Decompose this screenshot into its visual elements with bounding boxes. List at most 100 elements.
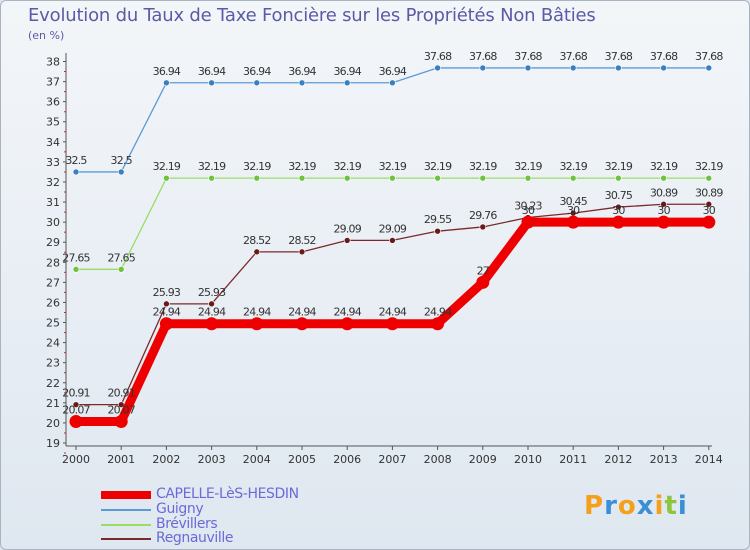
data-point	[114, 415, 128, 429]
data-label: 20.07	[107, 404, 135, 417]
x-tick-label: 2008	[424, 453, 452, 466]
data-point	[569, 174, 577, 182]
unit-label: (en %)	[28, 29, 65, 42]
proxiti-logo: Proxiti	[584, 491, 688, 521]
data-point	[298, 79, 306, 87]
data-label: 29.09	[333, 222, 361, 235]
data-point	[615, 64, 622, 72]
x-tick-label: 2003	[198, 453, 226, 466]
legend-swatch-brevillers	[101, 524, 151, 526]
data-label: 37.68	[469, 50, 497, 63]
data-label: 27.65	[62, 251, 90, 264]
logo-letter: i	[654, 491, 665, 521]
y-tick-label: 26	[46, 296, 60, 309]
data-label: 30	[703, 204, 716, 217]
data-label: 37.68	[605, 50, 633, 63]
data-label: 30.23	[514, 200, 542, 213]
logo-letter: o	[617, 491, 637, 521]
data-label: 32.19	[514, 160, 542, 173]
x-tick-label: 2006	[333, 453, 361, 466]
data-label: 24.94	[379, 306, 407, 319]
data-label: 32.19	[695, 160, 723, 173]
data-point	[343, 174, 351, 182]
legend-label-capelle: CAPELLE-LèS-HESDIN	[156, 486, 299, 502]
legend-label-brevillers: Brévillers	[156, 516, 218, 532]
data-point	[389, 79, 396, 87]
logo-letter: x	[636, 491, 655, 521]
data-point	[702, 215, 716, 229]
data-label: 27.65	[107, 251, 135, 264]
data-label: 24.94	[424, 306, 452, 319]
data-label: 32.5	[65, 154, 87, 167]
x-tick-label: 2001	[107, 453, 135, 466]
legend-item-regnauville: Regnauville	[101, 530, 331, 546]
data-label: 30	[657, 204, 670, 217]
data-label: 37.68	[424, 50, 452, 63]
logo-letter: t	[664, 491, 678, 521]
data-point	[434, 227, 441, 235]
data-point	[524, 64, 532, 72]
data-point	[476, 275, 490, 289]
data-label: 24.94	[198, 306, 226, 319]
data-label: 30.89	[695, 186, 723, 199]
legend-label-regnauville: Regnauville	[156, 530, 234, 546]
data-point	[208, 79, 215, 87]
y-tick-label: 24	[46, 337, 60, 350]
data-label: 28.52	[288, 234, 316, 247]
data-label: 24.94	[288, 306, 316, 319]
x-tick-label: 2011	[559, 453, 587, 466]
data-point	[660, 64, 667, 72]
x-tick-label: 2000	[62, 453, 90, 466]
data-point	[72, 266, 80, 273]
data-point	[253, 174, 261, 182]
data-point	[340, 317, 354, 331]
data-point	[250, 317, 264, 331]
data-label: 32.19	[288, 160, 316, 173]
data-point	[69, 415, 83, 429]
y-tick-label: 25	[46, 317, 60, 330]
data-point	[343, 79, 351, 87]
data-label: 37.68	[695, 50, 723, 63]
x-tick-label: 2007	[378, 453, 406, 466]
x-tick-label: 2013	[650, 453, 678, 466]
data-point	[295, 317, 309, 331]
y-tick-label: 38	[46, 56, 60, 69]
data-label: 32.19	[243, 160, 271, 173]
data-label: 20.91	[62, 387, 90, 400]
data-point	[705, 64, 713, 72]
data-point	[385, 317, 399, 331]
data-label: 36.94	[153, 65, 181, 78]
data-point	[159, 317, 173, 331]
data-label: 32.19	[424, 160, 452, 173]
data-label: 36.94	[198, 65, 226, 78]
y-tick-label: 35	[46, 116, 60, 129]
y-tick-label: 27	[46, 276, 60, 289]
data-label: 28.52	[243, 234, 271, 247]
data-point	[479, 64, 487, 72]
y-tick-label: 37	[46, 76, 60, 89]
y-tick-label: 31	[46, 196, 60, 209]
data-point	[117, 168, 125, 176]
y-tick-label: 20	[46, 417, 60, 430]
data-point	[705, 174, 713, 182]
legend-item-brevillers: Brévillers	[101, 516, 331, 532]
y-tick-label: 21	[46, 397, 60, 410]
x-tick-label: 2010	[514, 453, 542, 466]
x-tick-label: 2012	[604, 453, 632, 466]
legend-label-guigny: Guigny	[156, 501, 204, 517]
data-point	[298, 174, 306, 182]
data-label: 32.19	[559, 160, 587, 173]
data-label: 37.68	[650, 50, 678, 63]
y-tick-label: 23	[46, 357, 60, 370]
data-label: 24.94	[153, 306, 181, 319]
data-label: 30.89	[650, 186, 678, 199]
x-tick-label: 2014	[695, 453, 723, 466]
data-point	[434, 174, 441, 182]
data-label: 30	[567, 204, 580, 217]
y-tick-label: 36	[46, 96, 60, 109]
legend-item-guigny: Guigny	[101, 501, 331, 517]
data-point	[389, 237, 396, 244]
data-point	[434, 64, 441, 72]
